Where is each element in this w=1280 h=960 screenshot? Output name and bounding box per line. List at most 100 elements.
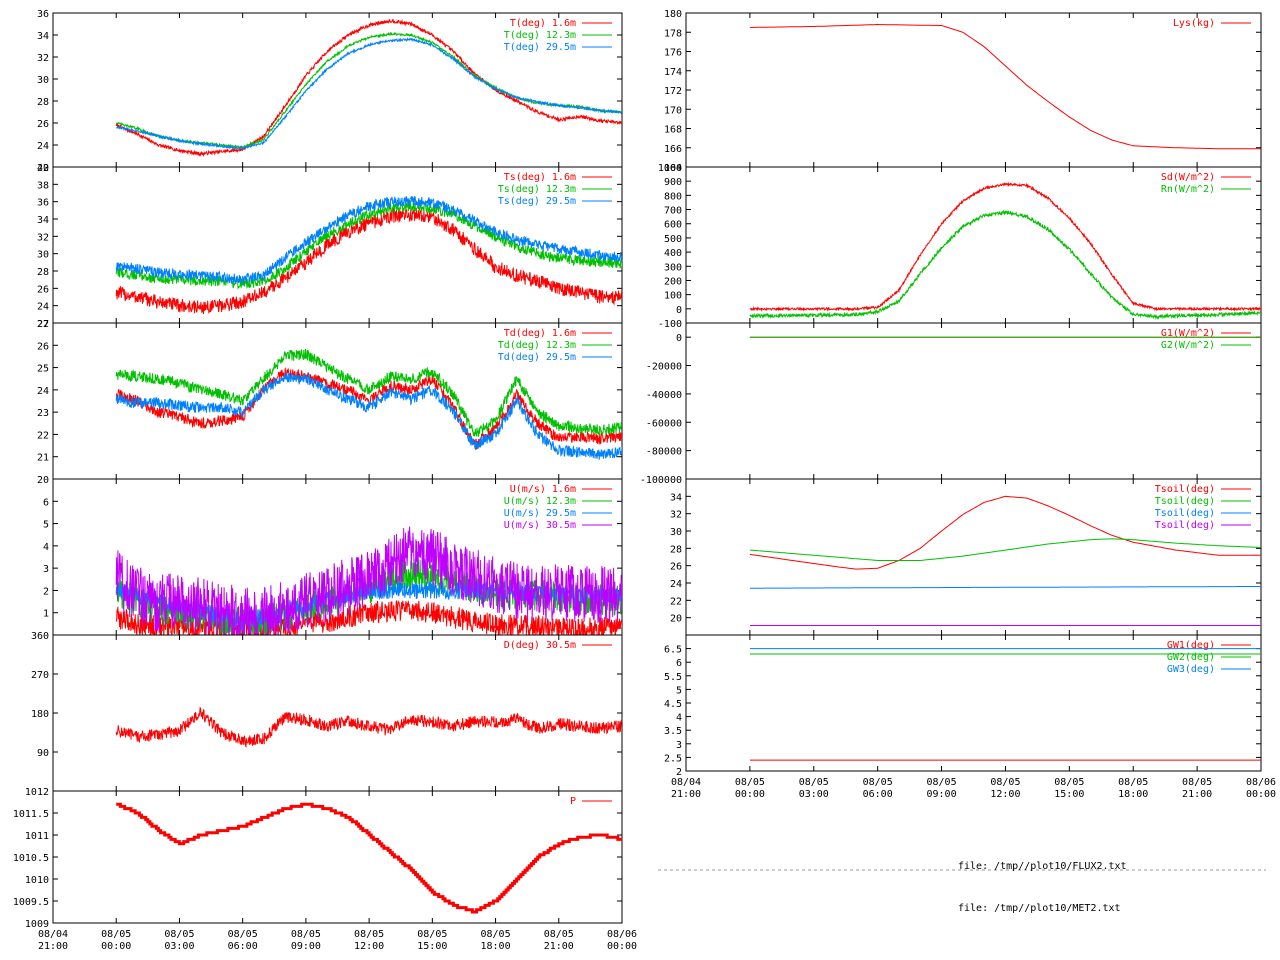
file-label-met: file: /tmp//plot10/MET2.txt [958, 903, 1121, 914]
x-tick-date: 08/05 [1118, 777, 1148, 788]
x-tick-time: 00:00 [607, 941, 637, 952]
y-tick-label: 360 [31, 631, 49, 642]
y-tick-label: 3.5 [664, 726, 682, 737]
chart-panel-wind_dir: 90 180 270 360 D(deg) 30.5m [31, 631, 623, 792]
y-tick-label: 22 [670, 596, 682, 607]
y-tick-label: 172 [664, 86, 682, 97]
y-tick-label: -80000 [646, 447, 682, 458]
y-tick-label: 100 [664, 291, 682, 302]
chart-panel-wind_speed: 1 2 3 4 5 6 U(m/s) 1.6mU(m/s) 12.3mU(m/s) 29.5… [43, 478, 623, 636]
y-tick-label: 270 [31, 670, 49, 681]
chart-panel-ground_flux: -100000 -80000 -60000 -40000 -20000 0 G1(W/m^2… [640, 322, 1262, 486]
y-tick-label: 30 [37, 250, 49, 261]
y-tick-label: 24 [37, 302, 49, 313]
x-tick-time: 15:00 [1054, 789, 1084, 800]
y-tick-label: 38 [37, 180, 49, 191]
y-tick-label: 24 [37, 386, 49, 397]
series-line-wind_speed-3 [115, 526, 622, 635]
x-tick-date: 08/05 [544, 929, 574, 940]
y-tick-label: 26 [670, 562, 682, 573]
y-tick-label: 20 [37, 475, 49, 486]
y-tick-label: 28 [37, 267, 49, 278]
file-list: file: /tmp//plot10/FLUX2.txt file: /tmp/… [958, 832, 1127, 930]
series-line-soil_temp-2 [749, 586, 1261, 589]
y-tick-label: 28 [37, 97, 49, 108]
y-tick-label: 168 [664, 125, 682, 136]
series-line-temp-2 [116, 37, 622, 150]
y-tick-label: -60000 [646, 418, 682, 429]
y-tick-label: 30 [670, 527, 682, 538]
x-tick-date: 08/05 [164, 929, 194, 940]
y-tick-label: 200 [664, 276, 682, 287]
x-tick-time: 12:00 [354, 941, 384, 952]
y-tick-label: 26 [37, 341, 49, 352]
x-tick-time: 00:00 [735, 789, 765, 800]
chart-panel-lys: 164 166 168 170 172 174 176 178 180 Lys(kg) [664, 9, 1262, 174]
legend-label: U(m/s) 12.3m [504, 496, 576, 507]
file-label-flux: file: /tmp//plot10/FLUX2.txt [958, 861, 1127, 872]
x-tick-date: 08/05 [417, 929, 447, 940]
x-tick-time: 06:00 [228, 941, 258, 952]
y-tick-label: 34 [37, 215, 49, 226]
x-tick-time: 09:00 [927, 789, 957, 800]
x-tick-date: 08/05 [927, 777, 957, 788]
y-tick-label: 36 [37, 9, 49, 20]
y-tick-label: -40000 [646, 390, 682, 401]
x-tick-time: 12:00 [990, 789, 1020, 800]
y-tick-label: 1009 [25, 919, 49, 930]
x-tick-time: 00:00 [101, 941, 131, 952]
y-tick-label: 32 [37, 232, 49, 243]
chart-panel-temp: 22 24 26 28 30 32 34 36 T(deg) 1.6mT(deg) 12.3mT… [37, 9, 623, 174]
y-tick-label: 5 [43, 520, 49, 531]
x-tick-time: 21:00 [544, 941, 574, 952]
y-tick-label: 20 [670, 614, 682, 625]
y-tick-label: 300 [664, 262, 682, 273]
legend-label: G2(W/m^2) [1161, 340, 1215, 351]
legend-label: U(m/s) 29.5m [504, 508, 576, 519]
series-line-lys-0 [749, 23, 1261, 150]
y-tick-label: 24 [37, 141, 49, 152]
y-tick-label: 2 [676, 767, 682, 778]
legend-label: GW2(deg) [1167, 652, 1215, 663]
series-line-soil_temp-0 [749, 495, 1261, 570]
y-tick-label: 90 [37, 748, 49, 759]
x-tick-time: 15:00 [417, 941, 447, 952]
legend-label: Ts(deg) 1.6m [504, 172, 576, 183]
y-tick-label: -100 [658, 319, 682, 330]
y-tick-label: 1012 [25, 787, 49, 798]
panel-frame [52, 634, 623, 792]
legend-label: Tsoil(deg) [1155, 496, 1215, 507]
legend-label: U(m/s) 1.6m [510, 484, 576, 495]
y-tick-label: 21 [37, 453, 49, 464]
y-tick-label: 180 [31, 709, 49, 720]
x-tick-date: 08/05 [354, 929, 384, 940]
y-tick-label: 1011.5 [13, 809, 49, 820]
x-tick-time: 06:00 [863, 789, 893, 800]
y-tick-label: 6 [43, 497, 49, 508]
x-tick-date: 08/05 [1182, 777, 1212, 788]
y-tick-label: 32 [670, 510, 682, 521]
y-tick-label: 4 [43, 542, 49, 553]
y-tick-label: 178 [664, 28, 682, 39]
y-tick-label: 2.5 [664, 753, 682, 764]
x-tick-date: 08/05 [481, 929, 511, 940]
y-tick-label: 24 [670, 579, 682, 590]
legend-label: GW1(deg) [1167, 640, 1215, 651]
chart-panel-soil_temp: 2022242628303234Tsoil(deg)Tsoil(deg)Tsoi… [670, 478, 1262, 636]
series-line-soil_temp-1 [749, 538, 1261, 561]
y-tick-label: 1 [43, 609, 49, 620]
x-tick-date: 08/05 [863, 777, 893, 788]
x-tick-time: 00:00 [1246, 789, 1276, 800]
legend-label: GW3(deg) [1167, 664, 1215, 675]
y-tick-label: 25 [37, 364, 49, 375]
y-tick-label: 500 [664, 234, 682, 245]
y-tick-label: 900 [664, 177, 682, 188]
legend-label: Tsoil(deg) [1155, 508, 1215, 519]
legend-label: G1(W/m^2) [1161, 328, 1215, 339]
series-line-temp-0 [115, 18, 622, 157]
legend-label: Td(deg) 1.6m [504, 328, 576, 339]
legend-label: D(deg) 30.5m [504, 640, 576, 651]
x-tick-time: 21:00 [671, 789, 701, 800]
y-tick-label: 1009.5 [13, 897, 49, 908]
x-tick-date: 08/05 [101, 929, 131, 940]
